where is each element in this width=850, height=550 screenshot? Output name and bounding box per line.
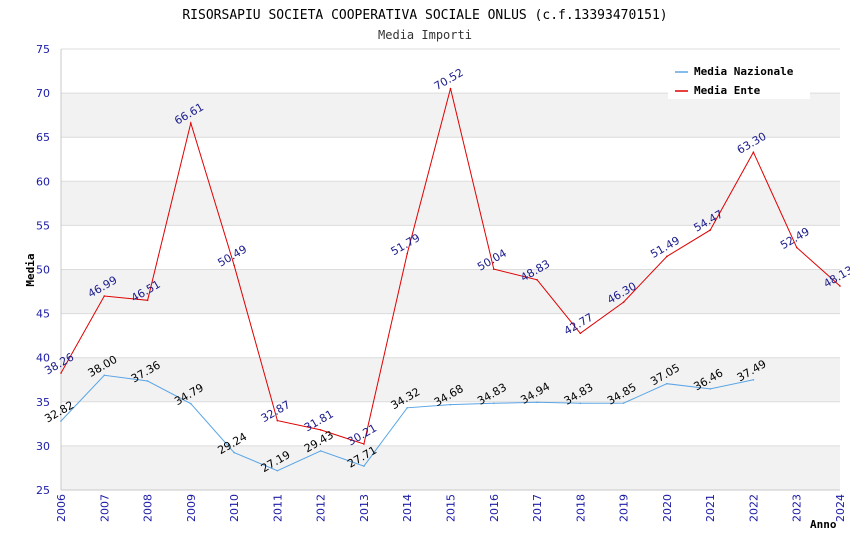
y-tick-label: 60: [36, 175, 50, 188]
y-tick-label: 70: [36, 87, 50, 100]
data-point: [276, 469, 279, 472]
x-tick-label: 2021: [704, 494, 717, 522]
band: [61, 269, 840, 314]
band: [61, 181, 840, 226]
x-tick-label: 2010: [228, 494, 241, 522]
y-tick-label: 25: [36, 484, 50, 497]
data-point: [319, 450, 322, 452]
y-tick-label: 50: [36, 264, 50, 277]
band: [61, 93, 840, 138]
y-tick-label: 55: [36, 219, 50, 232]
x-tick-label: 2007: [98, 494, 111, 522]
data-point: [536, 279, 538, 281]
data-point: [103, 374, 106, 377]
data-point: [233, 451, 235, 454]
x-tick-label: 2019: [618, 494, 631, 522]
band: [61, 357, 840, 402]
band: [61, 401, 840, 446]
chart-title: RISORSAPIU SOCIETA COOPERATIVA SOCIALE O…: [182, 8, 667, 23]
data-point: [363, 465, 365, 467]
chart-subtitle: Media Importi: [378, 28, 472, 42]
x-tick-label: 2008: [142, 494, 155, 522]
data-point: [492, 402, 495, 405]
legend: Media Nazionale Media Ente: [668, 59, 810, 99]
data-point: [60, 372, 62, 374]
legend-box: [668, 59, 810, 99]
y-tick-label: 40: [36, 352, 50, 365]
data-point: [666, 382, 668, 385]
x-tick-label: 2013: [358, 494, 371, 522]
x-tick-label: 2018: [574, 494, 587, 522]
y-axis-label: Media: [24, 253, 37, 286]
data-point: [709, 388, 711, 390]
band: [61, 445, 840, 490]
data-point: [666, 255, 668, 258]
background-bands: [61, 49, 840, 490]
x-axis-ticks: 2006 2007 2008 2009 2010 2011 2012 2013 2014 2015…: [55, 494, 847, 522]
legend-label-media-ente: Media Ente: [694, 84, 761, 97]
y-tick-label: 45: [36, 308, 50, 321]
band: [61, 225, 840, 270]
x-tick-label: 2024: [834, 494, 847, 522]
data-point: [146, 380, 149, 382]
grid-lines: [60, 48, 840, 491]
data-point: [622, 402, 625, 404]
band: [61, 137, 840, 182]
x-tick-label: 2023: [791, 494, 804, 522]
data-point: [103, 295, 106, 297]
data-point: [449, 403, 452, 406]
data-point: [319, 429, 322, 431]
series-lines: [60, 87, 841, 472]
data-point: [579, 332, 582, 335]
x-tick-label: 2011: [271, 494, 284, 522]
data-point: [233, 264, 235, 266]
data-point: [276, 419, 279, 422]
data-point: [622, 301, 625, 303]
data-point: [839, 285, 841, 287]
y-tick-label: 35: [36, 396, 50, 409]
data-point: [795, 246, 798, 249]
x-axis-label: Anno: [810, 518, 837, 531]
x-tick-label: 2006: [55, 494, 68, 522]
y-tick-label: 75: [36, 43, 50, 56]
data-point: [146, 299, 149, 302]
data-point: [406, 406, 409, 409]
data-point: [60, 420, 62, 422]
data-point: [709, 229, 711, 231]
data-point: [752, 151, 755, 153]
data-point: [752, 379, 755, 381]
x-tick-label: 2015: [445, 494, 458, 522]
data-point: [449, 87, 452, 90]
x-tick-label: 2016: [488, 494, 501, 522]
x-tick-label: 2020: [661, 494, 674, 522]
data-point: [492, 268, 495, 270]
x-tick-label: 2012: [315, 494, 328, 522]
x-tick-label: 2014: [401, 494, 414, 522]
y-tick-label: 30: [36, 440, 50, 453]
legend-label-media-nazionale: Media Nazionale: [694, 65, 794, 78]
data-point: [190, 402, 192, 405]
x-tick-label: 2009: [185, 494, 198, 522]
x-tick-label: 2022: [747, 494, 760, 522]
data-point: [536, 401, 538, 404]
data-point: [406, 252, 409, 255]
data-point: [363, 443, 365, 445]
data-point: [579, 402, 582, 405]
y-tick-label: 65: [36, 131, 50, 144]
data-point: [190, 122, 192, 124]
y-axis-ticks: 25 30 35 40 45 50 55 60 65 70 75: [36, 43, 50, 497]
x-tick-label: 2017: [531, 494, 544, 522]
band: [61, 313, 840, 358]
